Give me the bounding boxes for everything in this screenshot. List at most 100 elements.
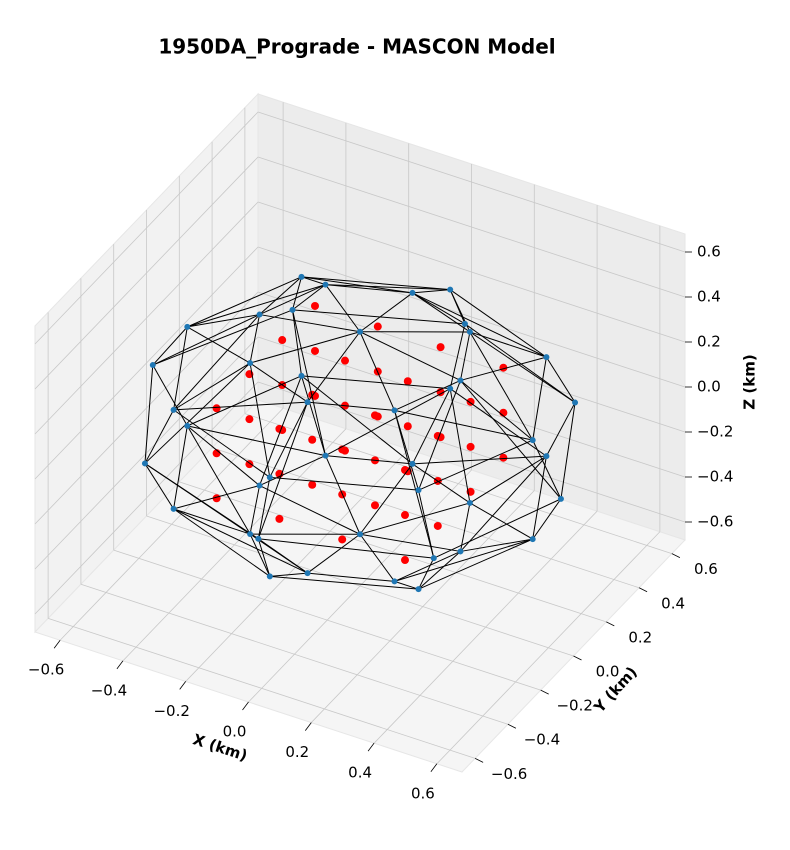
tick-mark — [117, 661, 123, 669]
point — [357, 329, 363, 335]
point — [467, 443, 475, 451]
point — [416, 487, 422, 493]
tick-mark — [305, 723, 311, 731]
point — [150, 362, 156, 368]
z-tick-label: 0.2 — [697, 333, 721, 351]
point — [457, 548, 463, 554]
point — [311, 347, 319, 355]
point — [275, 515, 283, 523]
point — [401, 556, 409, 564]
y-tick-label: 0.2 — [628, 628, 652, 646]
point — [447, 287, 453, 293]
point — [323, 282, 329, 288]
point — [267, 474, 273, 480]
x-tick-label: −0.2 — [153, 702, 189, 720]
point — [543, 453, 549, 459]
y-tick-label: −0.4 — [524, 731, 560, 749]
point — [543, 354, 549, 360]
tick-mark — [243, 702, 249, 710]
point — [371, 501, 379, 509]
z-tick-label: −0.2 — [697, 423, 733, 441]
point — [462, 321, 468, 327]
point — [184, 423, 190, 429]
point — [374, 323, 382, 331]
tick-mark — [54, 640, 60, 648]
y-tick-label: −0.2 — [556, 697, 592, 715]
point — [299, 373, 305, 379]
point — [255, 536, 261, 542]
point — [341, 357, 349, 365]
point — [247, 360, 253, 366]
point — [299, 274, 305, 280]
tick-mark — [574, 656, 582, 660]
point — [572, 400, 578, 406]
point — [357, 531, 363, 537]
x-tick-label: 0.6 — [411, 784, 435, 802]
point — [499, 454, 507, 462]
y-tick-label: −0.6 — [491, 765, 527, 783]
tick-mark — [368, 743, 374, 751]
point — [257, 483, 263, 489]
z-tick-label: 0.6 — [697, 243, 721, 261]
point — [457, 377, 463, 383]
chart-title: 1950DA_Prograde - MASCON Model — [158, 35, 555, 59]
tick-mark — [639, 588, 647, 592]
point — [247, 531, 253, 537]
tick-mark — [475, 758, 483, 762]
point — [409, 461, 415, 467]
tick-mark — [431, 764, 437, 772]
point — [245, 415, 253, 423]
x-tick-label: 0.0 — [223, 723, 247, 741]
z-tick-label: −0.6 — [697, 513, 733, 531]
tick-mark — [672, 554, 680, 558]
point — [437, 343, 445, 351]
z-tick-label: 0.4 — [697, 288, 721, 306]
point — [530, 536, 536, 542]
point — [416, 586, 422, 592]
z-tick-label: 0.0 — [697, 378, 721, 396]
tick-mark — [180, 681, 186, 689]
point — [401, 511, 409, 519]
point — [308, 436, 316, 444]
point — [323, 453, 329, 459]
point — [184, 324, 190, 330]
point — [447, 386, 453, 392]
tick-mark — [606, 622, 614, 626]
point — [338, 535, 346, 543]
point — [171, 506, 177, 512]
point — [142, 460, 148, 466]
point — [409, 290, 415, 296]
tick-mark — [541, 690, 549, 694]
z-axis-label: Z (km) — [741, 354, 759, 409]
point — [290, 307, 296, 313]
point — [171, 407, 177, 413]
point — [392, 578, 398, 584]
point — [311, 302, 319, 310]
point — [267, 573, 273, 579]
y-tick-label: 0.0 — [596, 663, 620, 681]
tick-mark — [508, 724, 516, 728]
point — [305, 570, 311, 576]
point — [558, 496, 564, 502]
x-tick-label: 0.4 — [348, 764, 372, 782]
point — [431, 555, 437, 561]
point — [257, 312, 263, 318]
z-tick-label: −0.4 — [697, 468, 733, 486]
point — [371, 411, 379, 419]
x-tick-label: 0.2 — [285, 743, 309, 761]
point — [404, 377, 412, 385]
point — [308, 481, 316, 489]
point — [392, 407, 398, 413]
point — [434, 522, 442, 530]
point — [305, 399, 311, 405]
x-tick-label: −0.6 — [28, 661, 64, 679]
point — [530, 437, 536, 443]
point — [467, 329, 473, 335]
x-tick-label: −0.4 — [91, 681, 127, 699]
point — [213, 404, 221, 412]
point — [278, 336, 286, 344]
point — [467, 500, 473, 506]
y-tick-label: 0.4 — [661, 594, 685, 612]
y-tick-label: 0.6 — [694, 560, 718, 578]
